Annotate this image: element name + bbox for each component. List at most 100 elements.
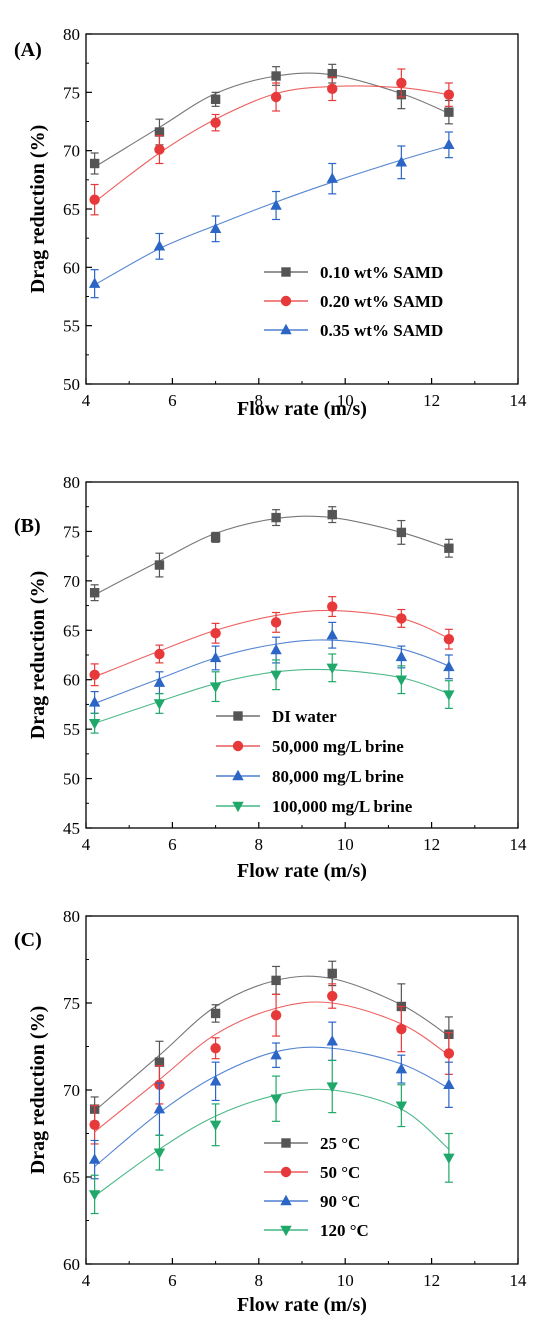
data-point[interactable] [89,588,100,598]
legend-label: 25 °C [320,1134,360,1153]
data-point[interactable] [443,633,455,645]
legend-label: 0.10 wt% SAMD [320,263,443,282]
y-tick-label: 50 [63,375,80,394]
data-point[interactable] [209,1120,222,1131]
data-point[interactable] [270,91,282,103]
data-point[interactable] [327,83,338,95]
data-point[interactable] [210,94,221,105]
legend-label: 50 °C [320,1163,360,1182]
x-tick-label: 6 [168,1271,177,1290]
data-point[interactable] [396,77,407,89]
data-point[interactable] [88,277,101,288]
data-point[interactable] [209,682,222,693]
data-point[interactable] [443,660,455,672]
legend-label: 80,000 mg/L brine [272,767,404,786]
legend-marker [232,740,244,752]
data-point[interactable] [210,532,221,543]
x-axis-title: Flow rate (m/s) [237,398,367,420]
data-point[interactable] [327,990,338,1002]
legend-marker [280,1225,292,1237]
data-point[interactable] [153,676,166,687]
data-point[interactable] [443,1153,455,1165]
y-axis-title: Drag reduction (%) [27,571,49,740]
data-point[interactable] [395,1062,408,1074]
x-tick-label: 14 [510,1271,528,1290]
x-tick-label: 12 [423,391,440,410]
data-point[interactable] [154,144,165,155]
data-point[interactable] [153,1148,166,1159]
legend-item: 0.35 wt% SAMD [264,321,443,340]
data-point[interactable] [89,194,100,205]
data-point[interactable] [396,613,407,624]
data-point[interactable] [443,1078,455,1089]
data-point[interactable] [88,719,101,730]
data-point[interactable] [443,690,455,701]
data-point[interactable] [154,127,165,137]
plot-frame [85,33,519,385]
data-point[interactable] [444,107,454,117]
data-point[interactable] [443,138,455,150]
data-point[interactable] [396,1023,407,1035]
data-point[interactable] [153,699,166,710]
data-point[interactable] [153,240,166,251]
data-point[interactable] [395,675,408,686]
data-point[interactable] [327,68,337,79]
legend-marker [281,1138,291,1148]
data-point[interactable] [443,1048,455,1059]
x-tick-label: 8 [255,835,264,854]
data-point[interactable] [326,663,338,675]
data-point[interactable] [327,509,337,520]
data-point[interactable] [89,158,100,169]
series [89,960,454,1122]
data-point[interactable] [210,1008,221,1019]
data-point[interactable] [271,512,281,523]
data-point[interactable] [270,199,282,210]
data-point[interactable] [270,1094,282,1105]
data-point[interactable] [154,560,165,570]
data-point[interactable] [395,650,408,662]
data-point[interactable] [89,669,100,680]
data-point[interactable] [443,89,455,100]
data-point[interactable] [326,629,338,640]
x-tick-label: 8 [255,391,264,410]
data-point[interactable] [270,617,282,628]
data-point[interactable] [326,1082,338,1093]
y-axis-title: Drag reduction (%) [27,1006,49,1175]
data-point[interactable] [209,222,222,234]
x-tick-label: 12 [423,835,440,854]
data-point[interactable] [271,71,281,81]
data-point[interactable] [444,543,454,553]
series [89,68,455,216]
data-point[interactable] [89,1119,100,1131]
legend-item: 0.20 wt% SAMD [264,292,443,311]
data-point[interactable] [270,670,282,681]
legend-item: 0.10 wt% SAMD [264,263,443,282]
data-point[interactable] [396,527,407,538]
data-point[interactable] [209,651,222,663]
data-point[interactable] [327,601,338,612]
data-point[interactable] [395,156,408,167]
legend: 0.10 wt% SAMD 0.20 wt% SAMD 0.35 wt% SAMD [264,263,443,340]
data-point[interactable] [271,975,281,986]
series [89,506,454,602]
data-point[interactable] [210,117,221,128]
data-point[interactable] [210,1043,221,1054]
y-tick-label: 60 [63,1255,80,1274]
data-point[interactable] [88,696,101,707]
data-point[interactable] [88,1153,101,1164]
legend-item: 50,000 mg/L brine [216,737,404,756]
data-point[interactable] [210,628,221,639]
data-point[interactable] [270,1009,282,1021]
data-point[interactable] [154,1057,165,1067]
data-point[interactable] [326,172,338,183]
data-point[interactable] [270,643,282,655]
data-point[interactable] [209,1075,222,1086]
data-point[interactable] [395,1101,408,1112]
data-point[interactable] [153,1102,166,1114]
data-point[interactable] [154,648,165,660]
data-point[interactable] [270,1049,282,1060]
data-point[interactable] [88,1190,101,1201]
data-point[interactable] [326,1035,338,1046]
data-point[interactable] [327,968,337,979]
x-tick-label: 14 [510,835,528,854]
